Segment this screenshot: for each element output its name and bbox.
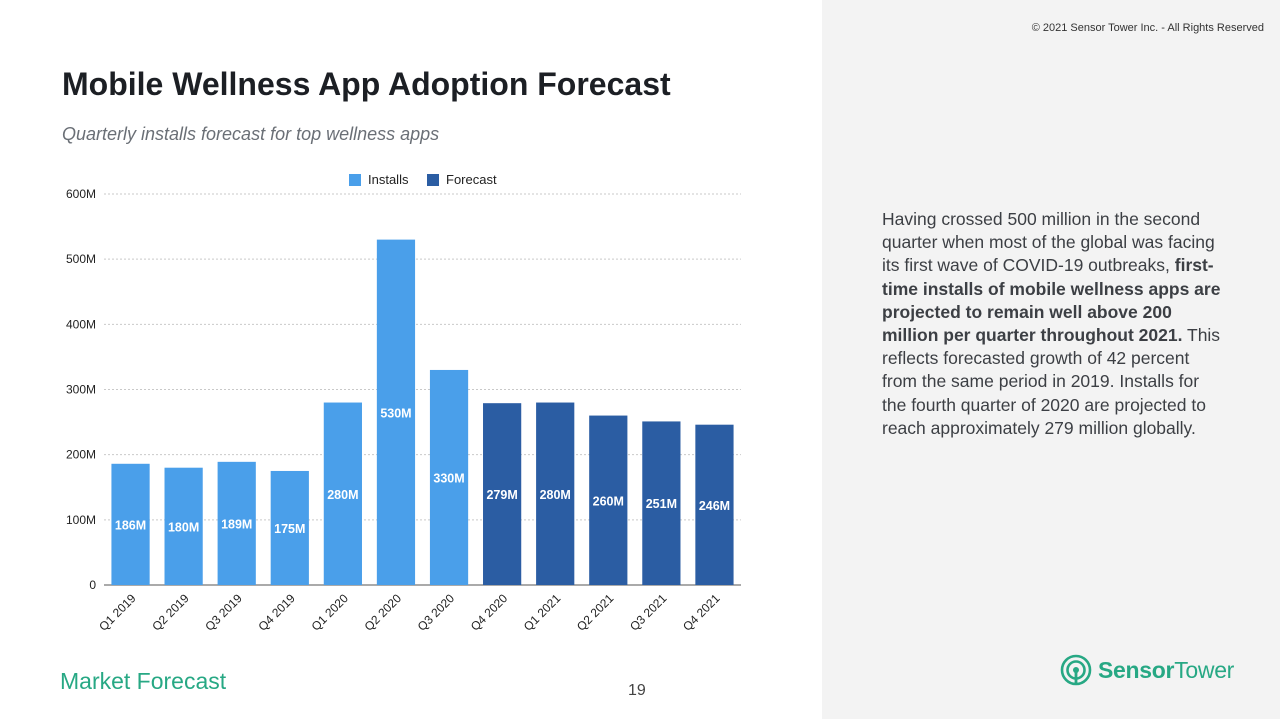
x-tick-label: Q3 2021 (627, 591, 670, 634)
bar-q3-2019 (217, 461, 256, 585)
bar-q1-2021 (536, 402, 575, 585)
bar-q3-2021 (642, 421, 681, 585)
commentary-rest: This reflects forecasted growth of 42 pe… (882, 325, 1221, 438)
legend-label-forecast: Forecast (446, 172, 497, 187)
data-label: 280M (540, 488, 571, 502)
sensor-tower-logo: SensorTower (1060, 654, 1234, 686)
sensor-tower-logo-icon (1060, 654, 1092, 686)
bar-q3-2020 (429, 369, 469, 585)
bar-q2-2021 (589, 415, 628, 585)
data-label: 186M (115, 518, 146, 532)
data-label: 251M (646, 497, 677, 511)
bar-q2-2019 (164, 467, 203, 585)
section-label: Market Forecast (60, 668, 227, 694)
commentary-panel (822, 0, 1280, 719)
y-tick-label: 400M (66, 317, 96, 331)
x-tick-label: Q2 2019 (149, 591, 192, 634)
x-tick-label: Q4 2020 (468, 591, 511, 634)
x-tick-label: Q4 2021 (680, 591, 723, 634)
bar-q4-2020 (483, 403, 522, 585)
data-label: 180M (168, 520, 199, 534)
logo-word-tower: Tower (1174, 656, 1235, 683)
copyright-notice: © 2021 Sensor Tower Inc. - All Rights Re… (1031, 22, 1264, 34)
x-tick-label: Q1 2020 (309, 591, 352, 634)
y-tick-label: 200M (66, 448, 96, 462)
page-number: 19 (628, 682, 646, 699)
x-tick-label: Q1 2019 (96, 591, 139, 634)
commentary-text: Having crossed 500 million in the second… (882, 208, 1227, 440)
legend-swatch-forecast (427, 174, 439, 186)
bar-q1-2019 (111, 463, 150, 585)
y-tick-label: 500M (66, 252, 96, 266)
legend-swatch-installs (349, 174, 361, 186)
y-tick-label: 100M (66, 513, 96, 527)
x-tick-label: Q2 2020 (362, 591, 405, 634)
bar-q4-2019 (270, 470, 309, 585)
logo-word-sensor: Sensor (1098, 656, 1175, 683)
page-title: Mobile Wellness App Adoption Forecast (62, 66, 671, 102)
page-subtitle: Quarterly installs forecast for top well… (62, 124, 440, 144)
x-tick-label: Q4 2019 (255, 591, 298, 634)
x-tick-label: Q3 2019 (202, 591, 245, 634)
legend-label-installs: Installs (368, 172, 409, 187)
x-tick-label: Q1 2021 (521, 591, 564, 634)
y-tick-label: 300M (66, 383, 96, 397)
data-label: 530M (380, 406, 411, 420)
logo-wordmark: SensorTower (1098, 657, 1234, 684)
data-label: 279M (486, 488, 517, 502)
bar-q1-2020 (323, 402, 362, 585)
data-label: 175M (274, 522, 305, 536)
y-tick-label: 600M (66, 187, 96, 201)
x-tick-label: Q2 2021 (574, 591, 617, 634)
data-label: 246M (699, 499, 730, 513)
bar-chart: 0 100M 200M 300M 400M 500M 600M 186M Q1 2019 180M… (66, 172, 741, 634)
x-tick-label: Q3 2020 (415, 591, 458, 634)
commentary-highlight: first-time installs of mobile wellness a… (882, 255, 1221, 346)
y-tick-label: 0 (89, 578, 96, 592)
bar-q4-2021 (695, 424, 734, 585)
data-label: 280M (327, 488, 358, 502)
commentary-intro: Having crossed 500 million in the second… (882, 209, 1215, 276)
data-label: 260M (593, 494, 624, 508)
data-label: 330M (433, 471, 464, 485)
bar-q2-2020 (376, 239, 416, 585)
data-label: 189M (221, 517, 252, 531)
